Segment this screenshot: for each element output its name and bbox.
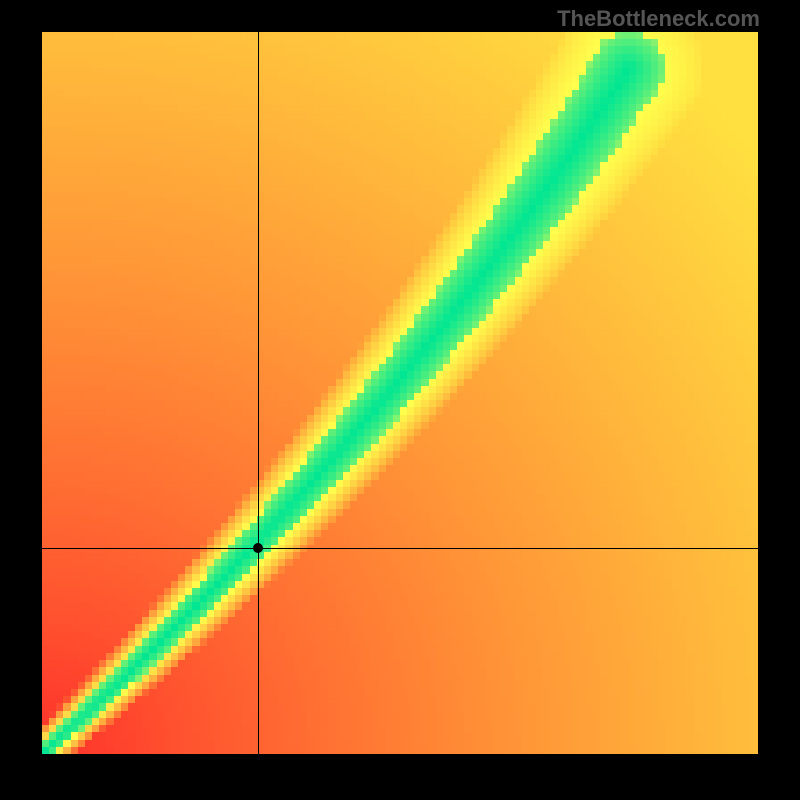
crosshair-horizontal [42,548,758,549]
bottleneck-heatmap [42,32,758,754]
crosshair-vertical [258,32,259,754]
data-point-marker [253,543,263,553]
watermark-text: TheBottleneck.com [557,6,760,32]
